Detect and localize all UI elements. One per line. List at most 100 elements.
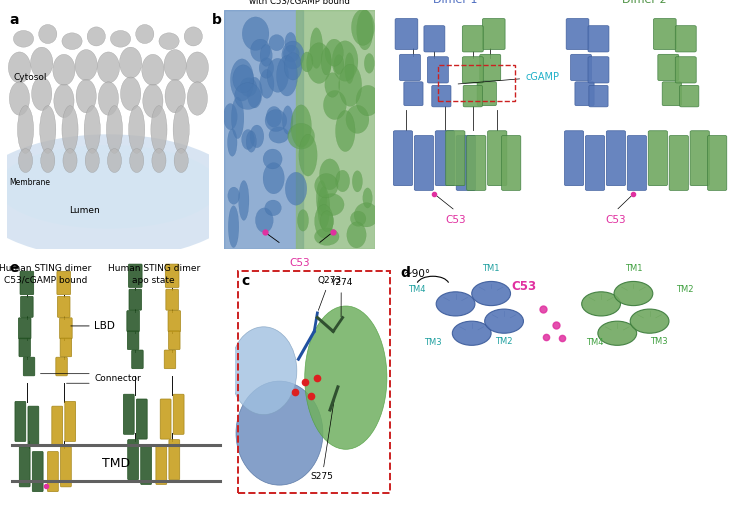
Ellipse shape [76, 79, 96, 113]
Text: Y274: Y274 [330, 278, 352, 317]
Text: TM1: TM1 [482, 264, 500, 273]
Ellipse shape [107, 149, 121, 173]
FancyBboxPatch shape [415, 136, 434, 190]
Ellipse shape [18, 106, 34, 153]
FancyBboxPatch shape [57, 296, 70, 318]
Ellipse shape [173, 106, 190, 153]
Ellipse shape [229, 206, 239, 247]
Text: apo state: apo state [132, 276, 175, 285]
Text: TM3: TM3 [650, 337, 668, 345]
FancyBboxPatch shape [65, 401, 76, 441]
Ellipse shape [259, 57, 273, 78]
Ellipse shape [306, 43, 331, 83]
FancyBboxPatch shape [588, 26, 609, 52]
Text: a: a [10, 13, 19, 26]
FancyBboxPatch shape [127, 311, 140, 332]
Text: Human STING tetramer
with C53/cGAMP bound: Human STING tetramer with C53/cGAMP boun… [249, 0, 350, 6]
Text: Membrane: Membrane [10, 178, 51, 186]
Ellipse shape [315, 174, 338, 198]
FancyBboxPatch shape [662, 82, 681, 106]
Ellipse shape [234, 83, 261, 110]
FancyBboxPatch shape [428, 57, 448, 83]
FancyBboxPatch shape [606, 131, 625, 185]
Ellipse shape [250, 125, 264, 148]
Ellipse shape [318, 187, 330, 229]
Ellipse shape [282, 106, 293, 134]
Ellipse shape [142, 54, 164, 85]
Ellipse shape [256, 208, 273, 233]
Ellipse shape [259, 69, 274, 99]
Text: TM1: TM1 [625, 264, 642, 273]
Ellipse shape [75, 50, 97, 81]
Ellipse shape [97, 52, 120, 83]
Ellipse shape [10, 82, 29, 115]
Ellipse shape [598, 321, 637, 345]
FancyBboxPatch shape [487, 131, 507, 185]
Ellipse shape [40, 149, 55, 173]
Ellipse shape [285, 33, 296, 53]
Ellipse shape [260, 45, 272, 67]
FancyBboxPatch shape [32, 452, 43, 492]
Ellipse shape [243, 17, 269, 50]
Ellipse shape [320, 211, 334, 232]
FancyBboxPatch shape [680, 85, 699, 107]
Ellipse shape [87, 27, 105, 46]
FancyBboxPatch shape [56, 357, 68, 376]
Bar [438, 65, 514, 101]
Ellipse shape [315, 205, 333, 238]
Text: TMD: TMD [101, 457, 130, 470]
FancyBboxPatch shape [675, 26, 696, 52]
Text: d: d [401, 266, 410, 280]
Ellipse shape [472, 281, 511, 306]
Ellipse shape [356, 85, 380, 116]
Ellipse shape [285, 172, 306, 205]
Ellipse shape [323, 90, 346, 119]
FancyBboxPatch shape [435, 131, 454, 185]
Ellipse shape [31, 47, 53, 78]
Ellipse shape [129, 149, 144, 173]
Ellipse shape [614, 281, 653, 306]
FancyBboxPatch shape [60, 318, 72, 339]
Text: C53/cGAMP bound: C53/cGAMP bound [4, 276, 87, 285]
FancyBboxPatch shape [137, 399, 147, 439]
Ellipse shape [84, 106, 100, 153]
FancyBboxPatch shape [173, 394, 184, 434]
Ellipse shape [246, 131, 257, 152]
Ellipse shape [284, 53, 302, 80]
FancyBboxPatch shape [445, 131, 465, 185]
Ellipse shape [325, 73, 340, 97]
FancyBboxPatch shape [129, 289, 142, 310]
Text: e: e [10, 262, 19, 275]
Ellipse shape [40, 106, 56, 153]
Ellipse shape [298, 210, 309, 231]
FancyBboxPatch shape [132, 350, 143, 369]
Ellipse shape [121, 77, 140, 110]
FancyBboxPatch shape [589, 85, 608, 107]
FancyBboxPatch shape [501, 136, 521, 190]
Ellipse shape [319, 194, 344, 216]
Text: TM4: TM4 [586, 338, 603, 347]
Text: C53: C53 [445, 215, 466, 226]
Ellipse shape [223, 104, 237, 130]
FancyBboxPatch shape [404, 82, 423, 106]
Ellipse shape [110, 30, 131, 47]
Ellipse shape [288, 123, 315, 149]
FancyBboxPatch shape [24, 357, 35, 376]
Ellipse shape [265, 110, 287, 132]
FancyBboxPatch shape [462, 26, 484, 52]
Ellipse shape [581, 292, 620, 316]
Ellipse shape [363, 188, 373, 208]
Polygon shape [296, 10, 375, 249]
Text: Lumen: Lumen [69, 206, 99, 215]
Text: ~90°: ~90° [404, 269, 431, 279]
FancyBboxPatch shape [393, 131, 412, 185]
FancyBboxPatch shape [127, 331, 139, 350]
FancyBboxPatch shape [60, 338, 71, 357]
FancyBboxPatch shape [588, 57, 609, 83]
FancyBboxPatch shape [28, 406, 39, 446]
FancyBboxPatch shape [477, 82, 496, 106]
FancyBboxPatch shape [15, 401, 26, 441]
Ellipse shape [240, 78, 257, 97]
Ellipse shape [436, 292, 475, 316]
FancyBboxPatch shape [482, 18, 505, 50]
